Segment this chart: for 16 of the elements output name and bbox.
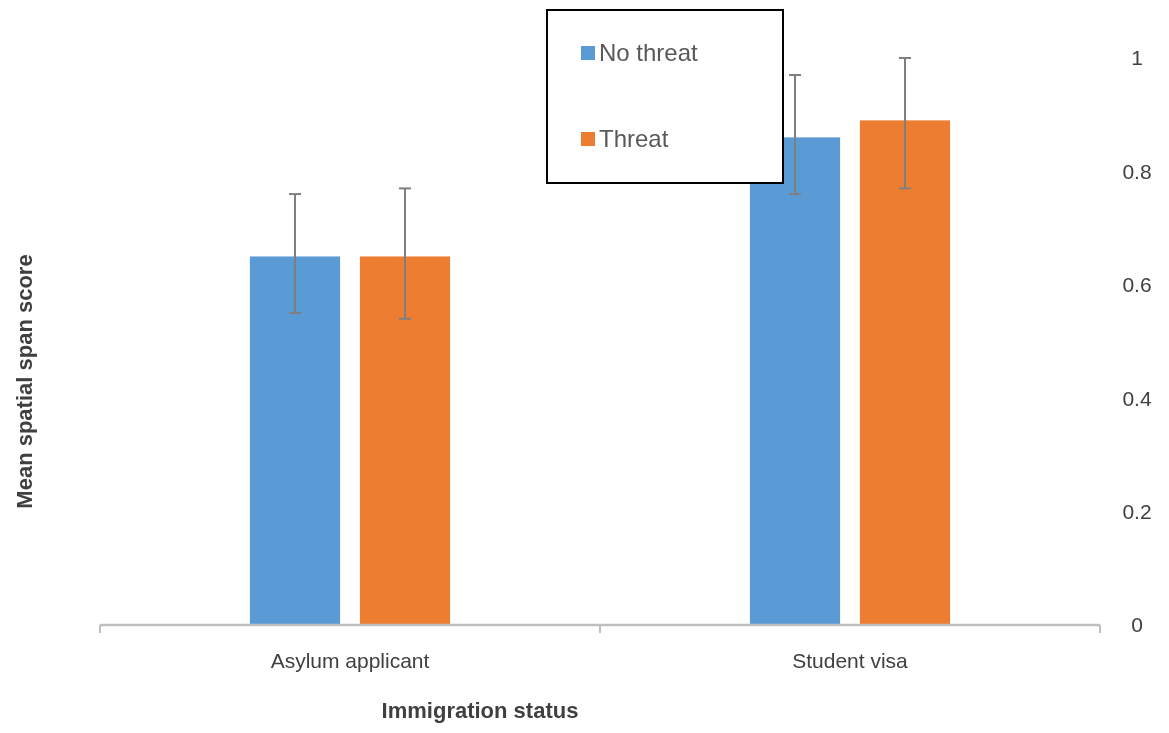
y-tick-label: 1 bbox=[1131, 46, 1143, 70]
y-tick-label: 0.8 bbox=[1122, 159, 1152, 183]
y-tick-label: 0.2 bbox=[1122, 499, 1152, 523]
bar bbox=[249, 256, 341, 625]
y-axis-title: Mean spatial span score bbox=[12, 254, 37, 509]
bar bbox=[749, 137, 841, 625]
x-tick-label: Asylum applicant bbox=[270, 649, 430, 672]
bar bbox=[859, 120, 951, 625]
bar bbox=[359, 256, 451, 625]
x-axis-title: Immigration status bbox=[381, 698, 579, 723]
y-tick-label: 0.4 bbox=[1122, 386, 1152, 410]
x-tick-label: Student visa bbox=[792, 649, 909, 672]
legend-label: No threat bbox=[599, 39, 699, 67]
y-tick-label: 0 bbox=[1131, 613, 1143, 637]
y-tick-label: 0.6 bbox=[1122, 273, 1152, 297]
legend-label: Threat bbox=[599, 125, 669, 153]
